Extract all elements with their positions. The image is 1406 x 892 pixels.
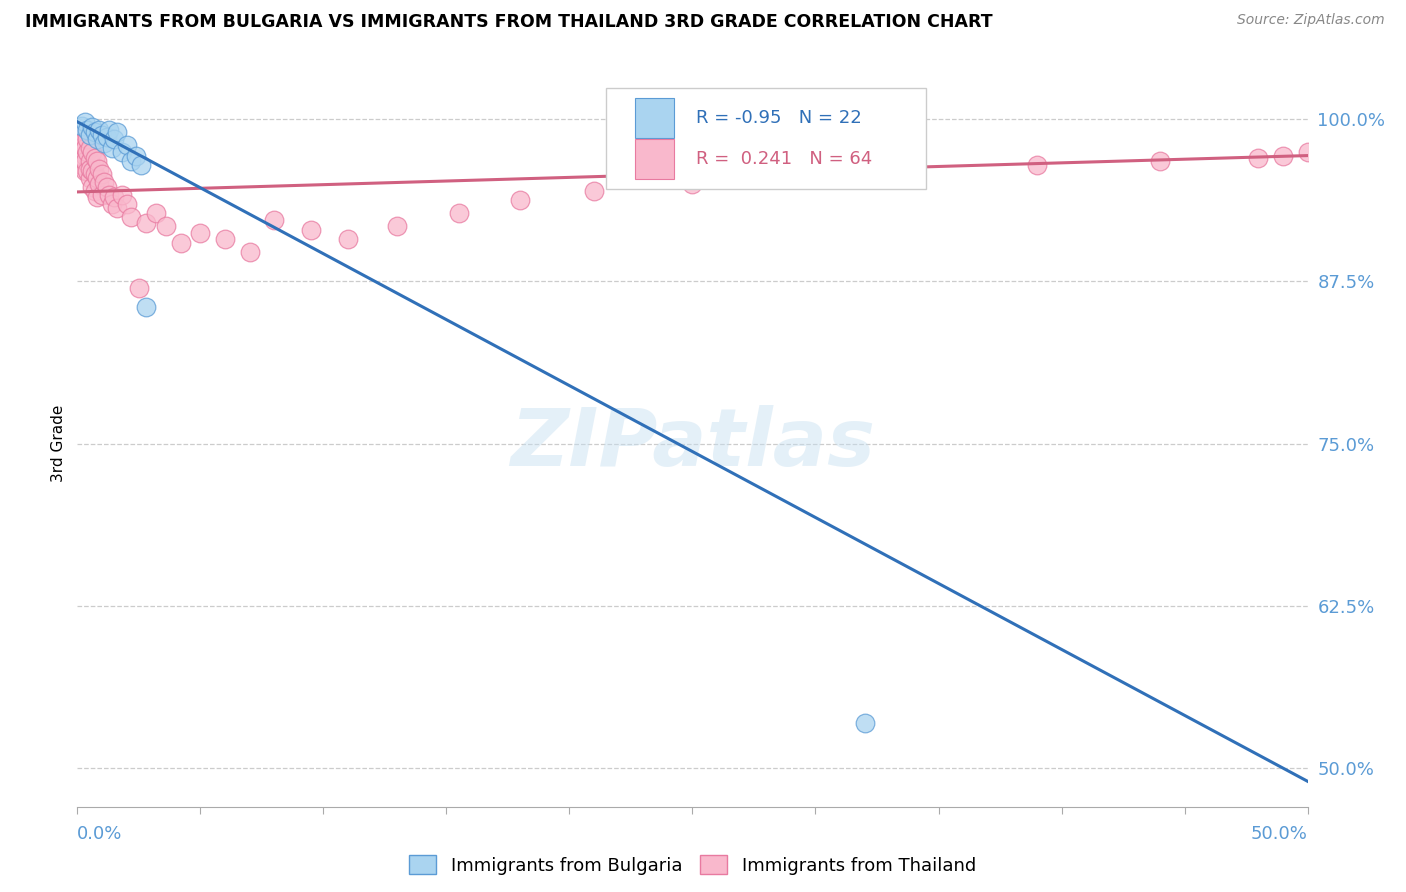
Point [135, 301, 157, 315]
Point [111, 187, 132, 202]
Point [583, 184, 606, 198]
Point [103, 190, 125, 204]
Point [76, 122, 98, 136]
Point [101, 141, 124, 155]
Point [70, 119, 93, 133]
Point [103, 131, 125, 145]
Point [79, 141, 101, 155]
Point [115, 138, 138, 153]
Point [1296, 145, 1319, 159]
Point [121, 210, 143, 224]
Point [115, 196, 138, 211]
Point [86, 131, 108, 145]
Point [89, 161, 111, 176]
Point [79, 170, 101, 185]
Point [76, 145, 98, 159]
Point [69, 128, 91, 142]
Text: 50.0%: 50.0% [1251, 825, 1308, 843]
Point [125, 148, 148, 162]
Point [1309, 148, 1331, 162]
Point [263, 213, 285, 227]
Point [83, 167, 105, 181]
Point [447, 205, 470, 219]
Point [90, 128, 114, 142]
Point [79, 153, 101, 168]
Legend: Immigrants from Bulgaria, Immigrants from Thailand: Immigrants from Bulgaria, Immigrants fro… [402, 848, 983, 882]
Point [128, 281, 150, 295]
Point [1322, 153, 1344, 168]
Point [70, 158, 93, 172]
Point [509, 193, 531, 207]
Point [73, 141, 96, 155]
Point [93, 136, 115, 150]
Point [90, 167, 114, 181]
Point [155, 219, 177, 233]
Text: R =  0.241   N = 64: R = 0.241 N = 64 [696, 150, 872, 169]
Text: ZIPatlas: ZIPatlas [510, 405, 875, 483]
Point [79, 128, 101, 142]
Point [129, 158, 153, 172]
Point [79, 161, 101, 176]
Point [111, 145, 132, 159]
Point [82, 179, 104, 194]
Point [239, 244, 262, 259]
Point [70, 145, 93, 159]
Point [853, 715, 876, 730]
Point [73, 164, 96, 178]
Point [82, 145, 104, 159]
Point [337, 232, 360, 246]
Point [98, 122, 121, 136]
Point [903, 164, 925, 178]
Point [105, 125, 128, 139]
Point [121, 153, 143, 168]
Point [188, 227, 212, 241]
Text: Source: ZipAtlas.com: Source: ZipAtlas.com [1237, 13, 1385, 28]
Point [1333, 151, 1355, 165]
Text: IMMIGRANTS FROM BULGARIA VS IMMIGRANTS FROM THAILAND 3RD GRADE CORRELATION CHART: IMMIGRANTS FROM BULGARIA VS IMMIGRANTS F… [25, 13, 993, 31]
Point [76, 131, 98, 145]
Point [86, 190, 108, 204]
Point [682, 177, 704, 191]
Point [69, 141, 91, 155]
Point [90, 187, 114, 202]
Point [135, 216, 157, 230]
Point [1149, 153, 1171, 168]
Point [299, 222, 322, 236]
Point [89, 177, 111, 191]
Point [1026, 158, 1049, 172]
Point [1247, 151, 1270, 165]
Point [73, 115, 96, 129]
Point [98, 187, 121, 202]
FancyBboxPatch shape [634, 97, 673, 137]
Point [82, 164, 104, 178]
Text: 0.0%: 0.0% [77, 825, 122, 843]
Y-axis label: 3rd Grade: 3rd Grade [51, 405, 66, 483]
Point [105, 201, 128, 215]
Point [86, 170, 108, 185]
Point [385, 219, 409, 233]
Point [73, 148, 96, 162]
Point [96, 179, 118, 194]
Point [1272, 148, 1295, 162]
Point [73, 153, 96, 168]
Point [89, 122, 111, 136]
Point [145, 205, 167, 219]
Point [83, 184, 105, 198]
Text: R = -0.95   N = 22: R = -0.95 N = 22 [696, 109, 862, 127]
Point [96, 130, 118, 145]
Point [70, 136, 93, 150]
Point [86, 153, 108, 168]
Point [83, 151, 105, 165]
Point [101, 196, 124, 211]
Point [214, 232, 236, 246]
Point [76, 164, 98, 178]
Point [780, 170, 803, 185]
Point [93, 175, 115, 189]
Point [170, 235, 193, 250]
FancyBboxPatch shape [634, 139, 673, 179]
Point [83, 125, 105, 139]
FancyBboxPatch shape [606, 87, 927, 189]
Point [82, 120, 104, 134]
